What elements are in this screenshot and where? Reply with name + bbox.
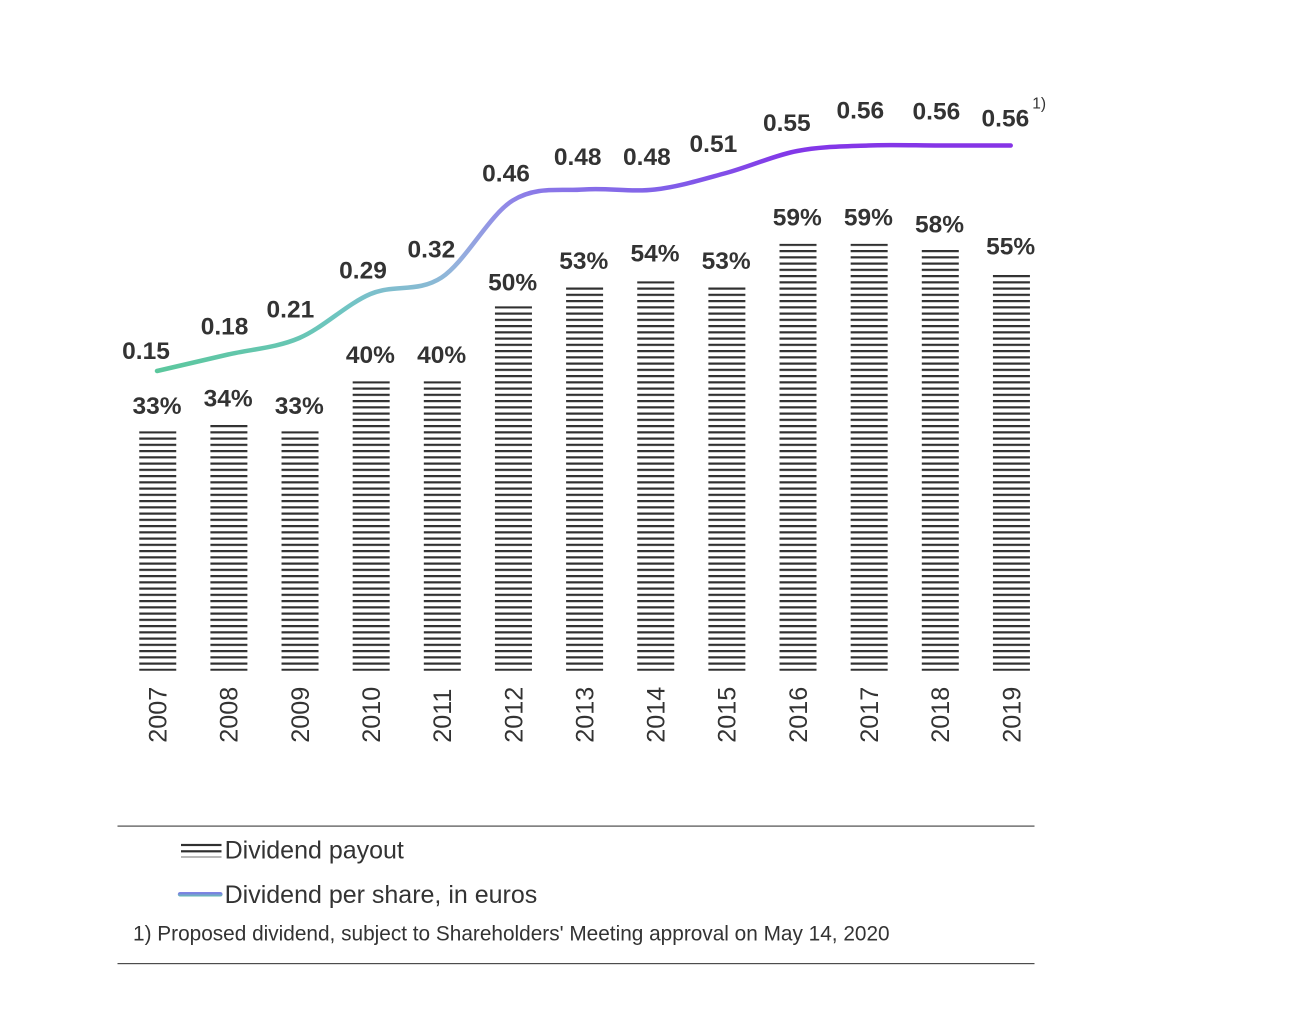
svg-text:0.46: 0.46: [482, 160, 530, 187]
svg-text:40%: 40%: [346, 342, 395, 369]
svg-text:0.21: 0.21: [267, 297, 315, 324]
svg-text:2011: 2011: [429, 689, 457, 743]
svg-text:50%: 50%: [488, 270, 537, 297]
svg-text:53%: 53%: [559, 248, 608, 275]
svg-text:55%: 55%: [986, 234, 1035, 261]
svg-text:2007: 2007: [145, 687, 173, 743]
svg-text:0.15: 0.15: [122, 338, 170, 365]
svg-text:Dividend payout: Dividend payout: [225, 837, 404, 865]
svg-text:2016: 2016: [785, 687, 813, 743]
svg-text:2009: 2009: [287, 687, 315, 743]
svg-text:0.32: 0.32: [408, 237, 456, 264]
svg-text:53%: 53%: [702, 248, 751, 275]
svg-text:1): 1): [1032, 96, 1046, 113]
svg-text:2014: 2014: [643, 687, 671, 743]
svg-text:2012: 2012: [500, 687, 528, 743]
svg-text:2015: 2015: [714, 687, 742, 743]
svg-text:0.48: 0.48: [554, 144, 602, 171]
svg-text:2013: 2013: [571, 687, 599, 743]
svg-text:0.29: 0.29: [339, 257, 387, 284]
svg-text:2017: 2017: [856, 687, 884, 743]
svg-text:40%: 40%: [417, 342, 466, 369]
svg-text:2008: 2008: [216, 687, 244, 743]
svg-text:0.55: 0.55: [763, 110, 811, 137]
svg-text:0.56: 0.56: [836, 97, 884, 124]
svg-text:59%: 59%: [773, 205, 822, 232]
svg-text:0.56: 0.56: [913, 99, 961, 126]
svg-text:0.56: 0.56: [982, 106, 1030, 133]
svg-text:2010: 2010: [358, 687, 386, 743]
svg-text:33%: 33%: [275, 393, 324, 420]
svg-text:2018: 2018: [927, 687, 955, 743]
svg-text:0.51: 0.51: [690, 131, 738, 158]
svg-text:1) Proposed dividend, subject: 1) Proposed dividend, subject to Shareho…: [133, 923, 890, 946]
svg-text:54%: 54%: [630, 241, 679, 268]
svg-text:Dividend per share, in euros: Dividend per share, in euros: [225, 881, 538, 909]
svg-text:33%: 33%: [132, 393, 181, 420]
svg-text:0.48: 0.48: [623, 144, 671, 171]
svg-text:0.18: 0.18: [201, 314, 249, 341]
svg-text:59%: 59%: [844, 205, 893, 232]
svg-text:58%: 58%: [915, 212, 964, 239]
svg-text:34%: 34%: [204, 386, 253, 413]
svg-text:2019: 2019: [998, 687, 1026, 743]
